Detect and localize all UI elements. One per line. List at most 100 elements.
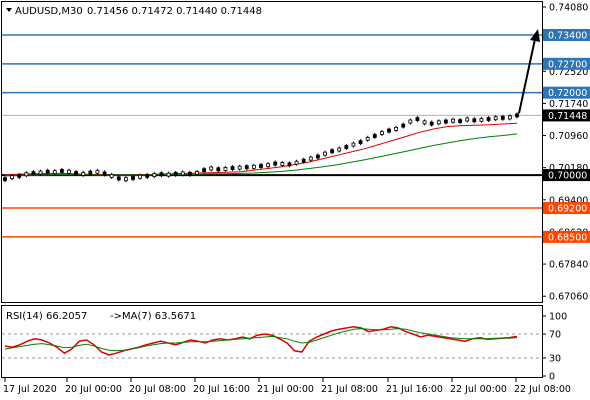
projection-arrow-line xyxy=(518,38,536,114)
candle-body xyxy=(486,117,491,121)
candle-body xyxy=(259,164,263,168)
candle-body xyxy=(465,117,470,122)
price-axis-label: 0.67840 xyxy=(549,260,588,271)
candle-body xyxy=(443,119,448,124)
candles-layer xyxy=(3,112,519,183)
rsi-layer: 100 70 30 0 xyxy=(2,312,567,383)
candle-body xyxy=(59,169,64,173)
time-axis-label: 21 Jul 16:00 xyxy=(386,384,443,395)
candle-body xyxy=(493,116,498,121)
candle-body xyxy=(237,165,242,170)
candle-body xyxy=(394,127,399,131)
candle-body xyxy=(308,156,313,161)
candle-body xyxy=(152,173,157,177)
rsi-axis-label: 30 xyxy=(549,354,561,365)
candle-body xyxy=(216,167,221,172)
candle-body xyxy=(10,175,15,180)
time-axis-label: 17 Jul 2020 xyxy=(3,384,57,395)
candle-body xyxy=(52,170,57,175)
candle-body xyxy=(401,123,406,128)
candle-body xyxy=(74,171,79,175)
candle-body xyxy=(24,172,29,177)
candle-body xyxy=(145,174,150,178)
candle-body xyxy=(330,149,335,154)
candle-body xyxy=(273,161,278,166)
candle-body xyxy=(195,171,199,175)
candle-body xyxy=(81,171,86,176)
time-axis-label: 20 Jul 08:00 xyxy=(129,384,186,395)
levels-layer xyxy=(2,34,542,238)
projection-arrow-head xyxy=(530,29,540,42)
time-axis-label: 21 Jul 08:00 xyxy=(321,384,378,395)
price-panel-frame xyxy=(1,1,543,303)
candle-body xyxy=(280,162,285,166)
time-axis: 17 Jul 2020 20 Jul 00:00 20 Jul 08:00 20 Ju… xyxy=(3,378,571,395)
level-price-tag-label: 0.72000 xyxy=(548,88,587,99)
candle-body xyxy=(138,174,143,179)
candle-body xyxy=(95,169,100,174)
candle-body xyxy=(387,128,391,133)
candle-body xyxy=(372,134,377,138)
candle-body xyxy=(365,136,370,141)
rsi-axis-label: 0 xyxy=(549,372,555,383)
price-axis-label: 0.71740 xyxy=(549,99,588,110)
level-price-tag xyxy=(543,57,590,70)
candle-body xyxy=(515,113,519,118)
price-axis-label: 0.74080 xyxy=(549,2,588,13)
rsi_line-series xyxy=(4,326,518,356)
level-price-tag xyxy=(543,29,590,41)
candle-body xyxy=(123,177,128,182)
candle-body xyxy=(209,166,214,171)
candle-body xyxy=(287,162,292,167)
candle-body xyxy=(344,145,349,149)
candle-body xyxy=(202,168,207,173)
candle-body xyxy=(294,160,299,165)
level-price-tag xyxy=(543,86,590,99)
candle-body xyxy=(166,172,171,177)
candle-body xyxy=(244,165,249,170)
time-axis-label: 22 Jul 08:00 xyxy=(514,384,571,395)
candle-body xyxy=(131,176,135,180)
candle-body xyxy=(451,118,455,123)
candle-body xyxy=(230,166,235,170)
level-price-tag xyxy=(543,202,590,215)
candle-body xyxy=(337,147,342,152)
candle-body xyxy=(479,117,484,122)
rsi-axis-label: 100 xyxy=(549,312,567,323)
candle-body xyxy=(415,117,420,121)
level-price-tag-label: 0.72700 xyxy=(548,59,587,70)
candle-body xyxy=(31,171,36,175)
price-axis-label: 0.70180 xyxy=(549,163,588,174)
current-price-tag xyxy=(543,109,590,122)
candle-body xyxy=(187,171,192,176)
symbol-label: AUDUSD,M30 xyxy=(15,6,83,17)
time-axis-label: 21 Jul 00:00 xyxy=(257,384,314,395)
rsi-ma-label: ->MA(7) 63.5671 xyxy=(110,311,196,322)
level-price-tag xyxy=(543,169,590,182)
rsi-panel-frame xyxy=(1,305,543,378)
candle-body xyxy=(173,171,178,176)
candle-body xyxy=(88,170,93,175)
candle-body xyxy=(159,172,164,177)
candle-body xyxy=(315,154,320,159)
candle-body xyxy=(102,171,107,176)
candle-body xyxy=(45,169,50,174)
rsi_ma-series xyxy=(4,328,518,352)
time-axis-label: 20 Jul 00:00 xyxy=(65,384,122,395)
price-tags-layer: 0.73400 0.72700 0.72000 0.70000 0.69200 0.685… xyxy=(543,29,590,243)
candle-body xyxy=(266,163,271,168)
candle-body xyxy=(436,120,441,125)
time-axis-label: 20 Jul 16:00 xyxy=(193,384,250,395)
candle-body xyxy=(67,169,71,174)
projection-layer xyxy=(518,29,540,114)
level-price-tag-label: 0.70000 xyxy=(548,171,587,182)
symbol-dropdown-icon[interactable] xyxy=(6,8,12,12)
candle-body xyxy=(507,115,512,120)
candle-body xyxy=(109,174,114,178)
candle-body xyxy=(38,170,43,175)
candle-body xyxy=(351,142,356,147)
candle-body xyxy=(116,176,121,181)
candle-body xyxy=(223,166,228,171)
time-axis-label: 22 Jul 00:00 xyxy=(450,384,507,395)
